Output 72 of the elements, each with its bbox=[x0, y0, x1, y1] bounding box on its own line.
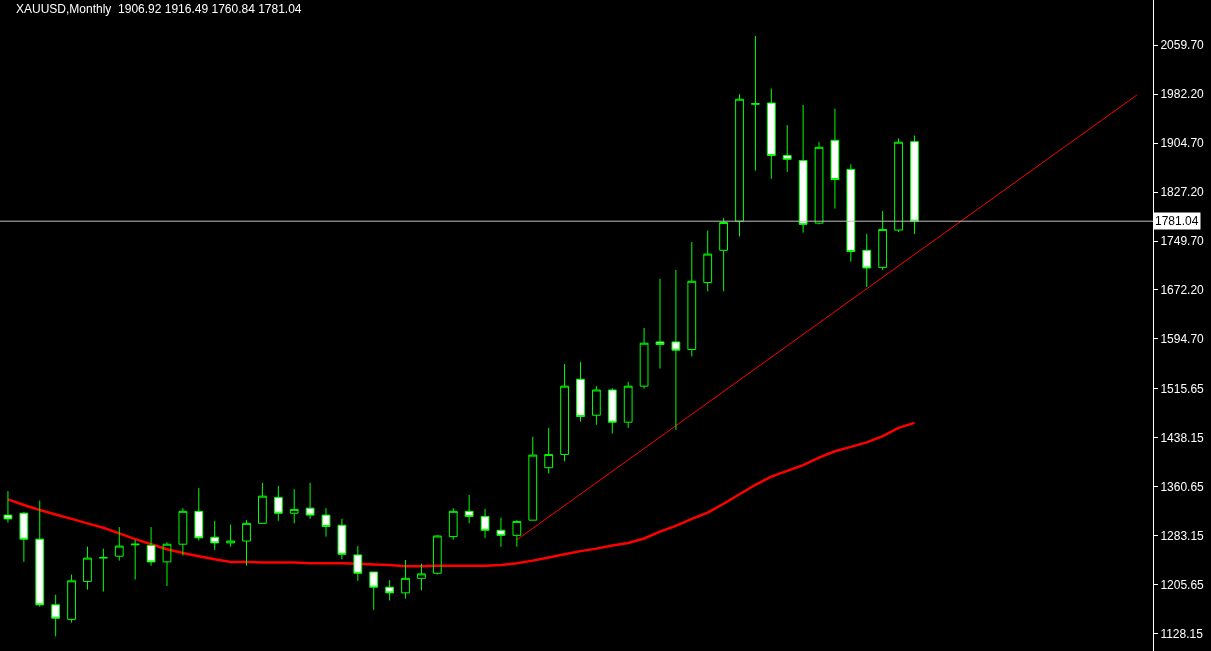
candlestick bbox=[401, 559, 410, 600]
candlestick bbox=[560, 363, 569, 462]
y-tick-label: 1594.70 bbox=[1160, 332, 1205, 347]
y-tick-label: 1982.20 bbox=[1160, 87, 1205, 102]
candlestick bbox=[417, 563, 426, 591]
candlestick bbox=[369, 571, 379, 611]
candlestick bbox=[51, 594, 61, 637]
candlestick bbox=[878, 210, 888, 271]
y-tick-label: 1283.15 bbox=[1160, 529, 1205, 544]
candlestick bbox=[385, 579, 395, 601]
candlestick bbox=[830, 108, 840, 210]
candlestick bbox=[289, 488, 299, 524]
candlestick bbox=[623, 381, 633, 429]
y-tick-label: 1128.15 bbox=[1160, 627, 1204, 642]
y-tick-label: 1515.65 bbox=[1160, 382, 1205, 397]
candlestick bbox=[464, 494, 474, 524]
chart-title: XAUUSD,Monthly 1906.92 1916.49 1760.84 1781.04 bbox=[16, 2, 302, 16]
candlestick bbox=[719, 217, 728, 292]
y-tick-label: 1827.20 bbox=[1160, 185, 1205, 200]
candlestick bbox=[273, 485, 283, 522]
candlestick bbox=[210, 520, 220, 551]
candlestick bbox=[862, 233, 872, 288]
candlestick bbox=[35, 500, 45, 608]
candlestick bbox=[910, 135, 919, 235]
candlestick bbox=[226, 524, 235, 548]
candlestick bbox=[591, 385, 601, 426]
y-tick-label: 1672.20 bbox=[1160, 283, 1205, 298]
candlestick bbox=[130, 539, 140, 581]
candlestick bbox=[496, 517, 506, 548]
candlestick bbox=[146, 526, 156, 567]
candlestick bbox=[353, 545, 363, 582]
candlestick bbox=[83, 546, 92, 591]
candlestick bbox=[655, 278, 665, 369]
candlestick bbox=[258, 482, 267, 524]
candlestick bbox=[448, 507, 458, 541]
candlestick bbox=[98, 548, 108, 593]
candlestick bbox=[544, 427, 554, 474]
candlestick bbox=[67, 574, 76, 624]
y-tick-label: 2059.70 bbox=[1160, 38, 1205, 53]
candlestick bbox=[337, 518, 347, 560]
candlestick bbox=[178, 507, 188, 557]
candlestick bbox=[751, 35, 760, 172]
candlestick bbox=[512, 519, 522, 548]
candlestick bbox=[480, 508, 490, 539]
candlestick bbox=[114, 526, 124, 562]
candlestick bbox=[735, 93, 744, 237]
candlestick bbox=[894, 137, 903, 233]
candlestick bbox=[194, 487, 204, 541]
candlestick bbox=[687, 241, 697, 357]
y-tick-label: 1360.65 bbox=[1160, 480, 1205, 495]
candlestick bbox=[766, 87, 776, 180]
y-tick-label: 1749.70 bbox=[1160, 234, 1205, 249]
candlestick bbox=[814, 141, 824, 225]
candlestick bbox=[846, 163, 856, 263]
candlestick bbox=[242, 519, 251, 567]
y-tick-label: 1205.65 bbox=[1160, 578, 1205, 593]
line-series bbox=[6, 421, 916, 568]
candlestick bbox=[305, 482, 315, 520]
candlestick bbox=[607, 387, 617, 435]
candlestick bbox=[782, 124, 792, 173]
ref-line-label: 1781.04 bbox=[1155, 214, 1199, 228]
candlestick bbox=[3, 490, 13, 524]
candlestick bbox=[798, 104, 808, 234]
candlestick bbox=[432, 534, 442, 576]
candlestick bbox=[321, 507, 331, 538]
candlestick bbox=[19, 511, 29, 563]
candlestick bbox=[671, 269, 681, 431]
candlestick bbox=[528, 436, 538, 521]
y-tick-label: 1904.70 bbox=[1160, 136, 1205, 151]
candlestick bbox=[576, 361, 585, 423]
y-tick-label: 1438.15 bbox=[1160, 431, 1205, 446]
candlestick bbox=[703, 230, 713, 292]
